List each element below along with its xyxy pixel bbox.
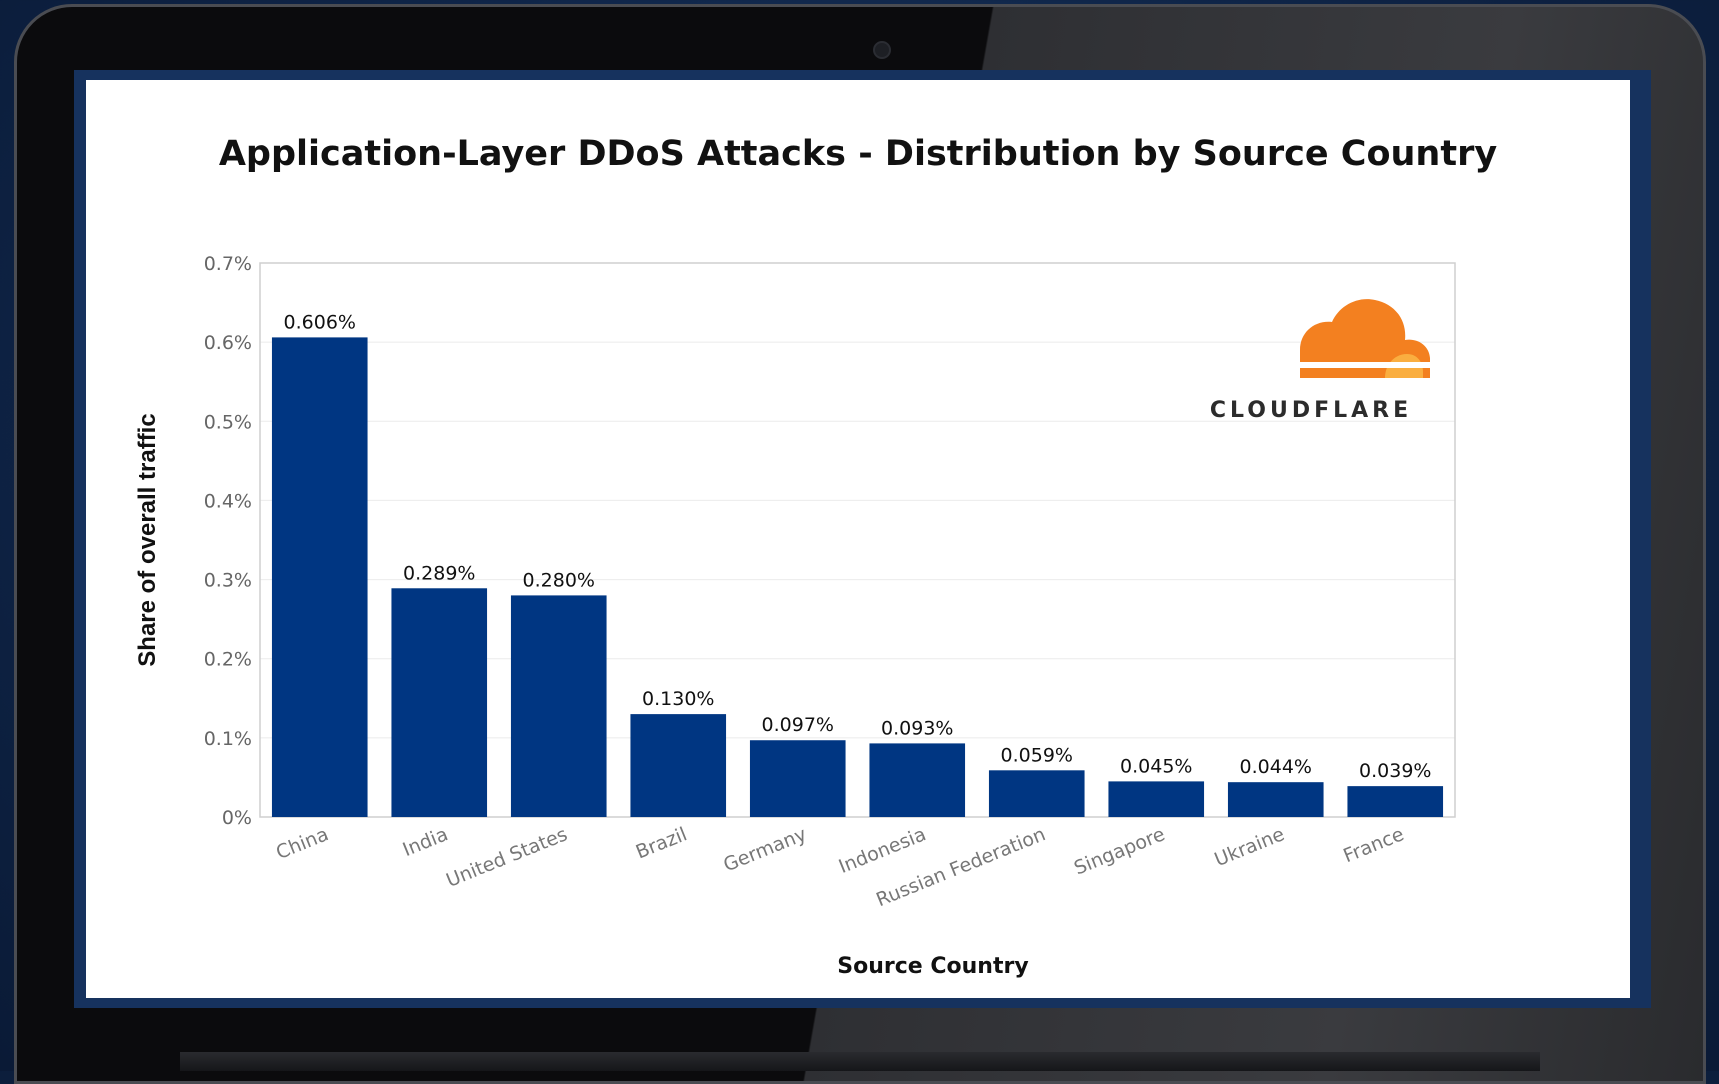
bar-france [1347, 786, 1444, 817]
bar-brazil [630, 714, 727, 817]
data-label: 0.606% [284, 311, 356, 333]
data-label: 0.039% [1359, 760, 1431, 782]
x-axis-label: Source Country [837, 954, 1029, 979]
bar-ukraine [1227, 782, 1324, 817]
y-tick-label: 0.1% [204, 728, 252, 750]
data-label: 0.093% [881, 717, 953, 739]
x-tick-label: Ukraine [1211, 823, 1287, 871]
x-tick-label: Singapore [1071, 823, 1168, 879]
data-label: 0.130% [642, 688, 714, 710]
x-tick-label: Germany [720, 823, 809, 876]
bar-india [391, 588, 488, 817]
x-tick-label: Indonesia [836, 823, 929, 878]
data-label: 0.045% [1120, 755, 1192, 777]
bar-singapore [1108, 781, 1205, 817]
data-label: 0.289% [403, 562, 475, 584]
y-tick-label: 0% [222, 807, 252, 829]
bar-chart: 0% 0.1% 0.2% 0.3% 0.4% 0.5% 0.6% 0.7% 0.606% Chin… [204, 253, 1456, 911]
y-tick-label: 0.2% [204, 649, 252, 671]
data-label: 0.280% [523, 569, 595, 591]
bar-china [271, 337, 368, 817]
bar-russian-federation [988, 770, 1085, 817]
cloudflare-logo: CLOUDFLARE [1191, 280, 1460, 423]
bar-indonesia [869, 743, 966, 817]
laptop-base [180, 1052, 1540, 1071]
cloud-icon [1300, 299, 1460, 378]
x-tick-label: United States [443, 823, 571, 892]
webcam-icon [873, 41, 891, 59]
x-tick-label: Brazil [633, 823, 690, 863]
data-label: 0.097% [762, 714, 834, 736]
chart-title: Application-Layer DDoS Attacks - Distrib… [218, 134, 1498, 174]
plot-border [259, 262, 1456, 818]
x-tick-label: China [273, 823, 332, 864]
chart-screen: Application-Layer DDoS Attacks - Distrib… [86, 80, 1630, 998]
y-tick-label: 0.7% [204, 253, 252, 275]
y-tick-label: 0.5% [204, 411, 252, 433]
y-tick-label: 0.3% [204, 570, 252, 592]
x-tick-label: France [1340, 823, 1407, 867]
logo-wordmark: CLOUDFLARE [1209, 398, 1413, 423]
data-label: 0.044% [1240, 756, 1312, 778]
data-label: 0.059% [1001, 744, 1073, 766]
y-tick-label: 0.4% [204, 490, 252, 512]
bar-germany [749, 740, 846, 817]
y-tick-label: 0.6% [204, 332, 252, 354]
bar-united-states [510, 595, 607, 817]
x-tick-label: India [400, 823, 451, 861]
